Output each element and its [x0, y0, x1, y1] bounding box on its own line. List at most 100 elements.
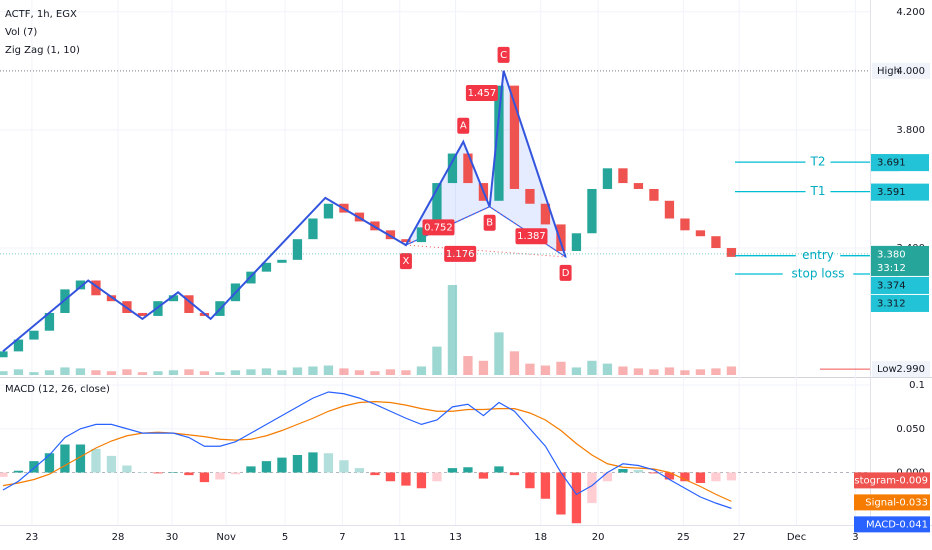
pattern-point-bg [483, 214, 496, 231]
volume-bar [184, 369, 194, 375]
candle-body [540, 203, 551, 225]
candle-body [695, 230, 706, 237]
volume-bar [540, 365, 551, 375]
histogram-bar [106, 455, 117, 473]
candle-body [13, 339, 24, 352]
plot: X A B C D 0.752 1.457 1.176 1.387 T2 T1 entry stop l… [0, 46, 870, 524]
pattern-ratio-label: 1.387 [517, 231, 546, 242]
volume-bar [91, 370, 101, 375]
histogram-bar [122, 465, 132, 473]
legend-value: -0.009 [896, 475, 928, 486]
volume-bar [602, 363, 613, 375]
candle-body [323, 203, 334, 219]
candle-body [308, 218, 318, 240]
histogram-bar [478, 472, 489, 479]
x-tick-label: 28 [112, 532, 125, 543]
histogram-bar [29, 461, 39, 473]
low-value: 2.990 [896, 364, 925, 375]
histogram-bar [44, 453, 55, 473]
histogram-bar [13, 470, 24, 473]
histogram-bar [711, 472, 721, 482]
volume-bar [618, 366, 628, 375]
histogram-bar [525, 472, 535, 489]
histogram-bar [339, 460, 349, 473]
histogram-bar [618, 469, 628, 473]
x-tick-label: 25 [677, 532, 690, 543]
level-name: stop loss [792, 267, 845, 281]
axis: 232830Nov57111318202527Dec34.2003.8003.4… [26, 7, 930, 543]
candle-body [447, 153, 458, 184]
legend-name: Histogram [844, 475, 896, 486]
histogram-bar [230, 472, 241, 475]
histogram-bar [354, 468, 365, 473]
volume-bar [44, 370, 55, 375]
candle-body [602, 168, 613, 189]
high-value: 4.000 [896, 66, 925, 77]
legend-name: Signal [865, 497, 896, 508]
legend-value: -0.033 [896, 497, 928, 508]
pattern-point-label: B [486, 218, 493, 229]
candle-body [432, 183, 442, 228]
pattern-ratio-label: 1.176 [446, 249, 475, 260]
y-tick-label: 0.050 [896, 424, 925, 435]
legend-tag-bg [854, 516, 930, 533]
volume-bar [401, 370, 411, 375]
high-name: High [877, 66, 900, 77]
candle-body [587, 188, 597, 234]
volume-bar [137, 372, 148, 375]
candle-body [44, 312, 55, 331]
histogram-bar [246, 466, 256, 473]
pattern-ratio-bg [515, 228, 548, 245]
histogram-bar [370, 472, 380, 476]
pattern-point-bg [559, 264, 572, 281]
histogram-bar [401, 472, 411, 486]
pattern-ratio-label: 0.752 [424, 222, 453, 233]
level-name: T1 [810, 184, 826, 198]
volume-bar [75, 368, 86, 375]
volume-bar [463, 356, 473, 375]
candle-body [75, 280, 86, 290]
price-tag: 3.312 [877, 298, 906, 309]
volume-bar [354, 370, 365, 375]
price-tag: 3.380 [877, 249, 906, 260]
candle-body [525, 188, 535, 204]
histogram-bar [509, 472, 520, 476]
x-tick-label: 13 [449, 532, 462, 543]
volume-bar [416, 366, 427, 375]
histogram-bar [556, 472, 566, 515]
high-label-bg [872, 62, 930, 79]
volume-bar [246, 369, 256, 375]
candle-body [106, 295, 117, 302]
pattern-ratio-line [405, 206, 490, 246]
volume-bar [261, 368, 272, 375]
pattern-ratio-label: 1.457 [468, 88, 497, 99]
candle-body [463, 153, 473, 184]
indicator-label: Vol (7) [5, 27, 37, 38]
macd-title: MACD (12, 26, close) [5, 384, 110, 395]
price-tag-bg [871, 154, 929, 172]
pattern-point-bg [399, 253, 412, 270]
candle-body [137, 312, 148, 316]
chart-title: ACTF, 1h, EGX [5, 9, 77, 20]
price-tag-bg [871, 183, 929, 201]
y-tick-label: 4.200 [896, 7, 925, 18]
histogram-bar [75, 444, 86, 473]
pattern-point-bg [457, 117, 470, 134]
legend-tag-bg [854, 472, 930, 489]
candle-body [571, 233, 582, 251]
level-name: T2 [810, 155, 826, 169]
pattern-point-bg [497, 46, 510, 63]
candle-body [292, 239, 303, 260]
x-tick-label: 20 [592, 532, 605, 543]
volume-bar [633, 368, 644, 375]
pattern-point-label: X [403, 256, 410, 267]
candle-body [91, 280, 101, 296]
legend-tag-bg [854, 494, 930, 511]
histogram-bar [494, 466, 504, 473]
price-tag: 3.691 [877, 158, 906, 169]
histogram-bar [416, 472, 427, 489]
level-name: entry [802, 248, 834, 262]
volume-bar [199, 371, 210, 375]
histogram-bar [385, 472, 396, 482]
